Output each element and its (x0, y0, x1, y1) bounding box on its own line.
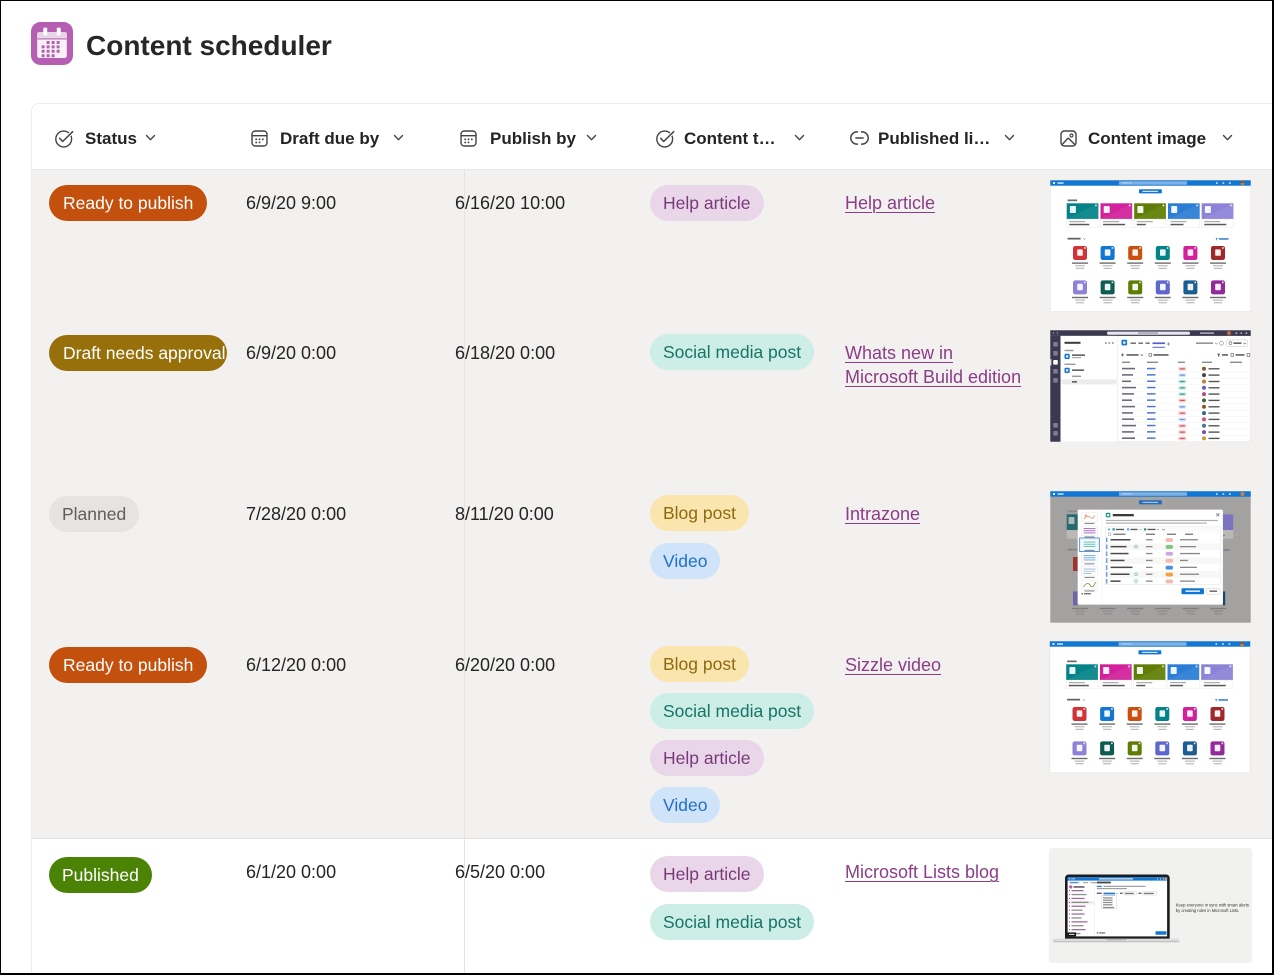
svg-text:Keep everyone in sync with sma: Keep everyone in sync with smart alerts (1176, 903, 1249, 908)
svg-text:by creating rules in Microsoft: by creating rules in Microsoft Lists. (1176, 908, 1240, 913)
